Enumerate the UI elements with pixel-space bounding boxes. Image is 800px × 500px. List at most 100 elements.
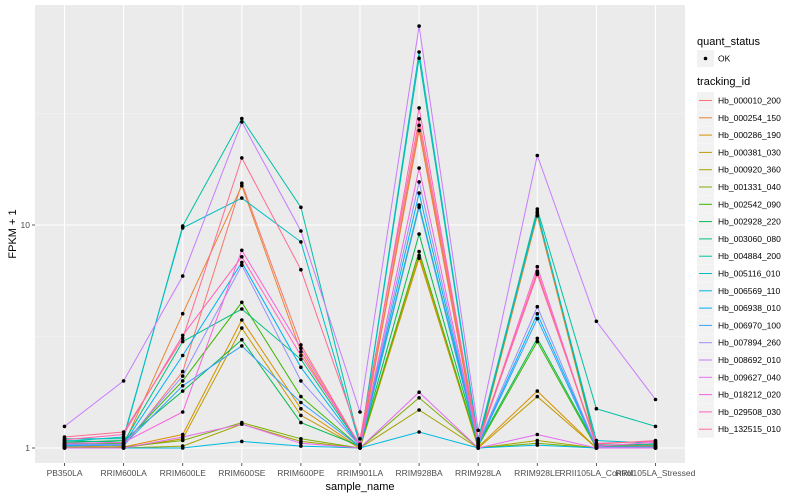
data-point [358, 437, 362, 441]
data-point [180, 438, 185, 443]
legend-label: Hb_002928_220 [718, 217, 781, 227]
x-tick-label: RRIM600PE [277, 468, 325, 478]
data-point [535, 339, 540, 344]
legend-label: Hb_006569_110 [718, 286, 781, 296]
legend-label: Hb_000010_200 [718, 96, 781, 106]
legend-entries: Hb_000010_200 Hb_000254_150 Hb_000286_190 H… [697, 92, 781, 438]
data-point [180, 384, 185, 388]
data-point [653, 446, 658, 450]
data-point [653, 424, 658, 429]
data-point [240, 344, 244, 348]
data-point [240, 263, 244, 268]
data-point [417, 205, 421, 210]
data-point [417, 56, 421, 60]
data-point [299, 400, 303, 405]
data-point [535, 207, 540, 211]
legend-label-ok: OK [718, 54, 731, 64]
data-point [535, 304, 540, 309]
legend-label: Hb_005116_010 [718, 269, 781, 279]
x-tick-label: RRIM901LA [337, 468, 384, 478]
x-tick-label: RRIM600LA [100, 468, 147, 478]
data-point [653, 397, 658, 402]
data-point [417, 253, 421, 258]
data-point [417, 50, 421, 54]
data-point [299, 406, 303, 411]
data-point [535, 394, 540, 399]
y-tick-label: 1 [25, 443, 30, 453]
data-point [417, 166, 421, 170]
data-point [180, 389, 185, 393]
data-point [299, 229, 303, 233]
data-point [299, 353, 303, 358]
legend-label: Hb_001331_040 [718, 182, 781, 192]
data-point [535, 271, 540, 275]
data-point [180, 379, 185, 383]
data-point [535, 316, 540, 321]
data-point [240, 120, 244, 124]
data-point [299, 267, 303, 272]
data-point [240, 248, 244, 253]
legend-label: Hb_018212_020 [718, 390, 781, 400]
data-point [240, 307, 244, 311]
data-point [240, 300, 244, 305]
data-point [180, 446, 185, 450]
series-points [62, 24, 658, 450]
x-tick-label: PB350LA [47, 468, 83, 478]
data-point [299, 346, 303, 351]
data-point [121, 430, 126, 434]
data-point [180, 336, 185, 341]
data-point [594, 438, 599, 443]
data-point [62, 424, 67, 429]
data-point [299, 413, 303, 418]
legend-label: Hb_007894_260 [718, 338, 781, 348]
data-point [417, 408, 421, 412]
legend-label: Hb_006938_010 [718, 303, 781, 313]
data-point [535, 214, 540, 218]
legend-label: Hb_004884_200 [718, 251, 781, 261]
data-point [180, 410, 185, 414]
data-point [417, 106, 421, 110]
data-point [594, 406, 599, 411]
data-point [180, 432, 185, 437]
data-point [180, 353, 185, 358]
legend-label: Hb_029508_030 [718, 407, 781, 417]
data-point [476, 428, 481, 433]
legend: quant_status OK tracking_id Hb_000010_20… [697, 36, 781, 438]
x-tick-label: RRIM928LE [514, 468, 561, 478]
data-point [535, 311, 540, 316]
data-point [240, 337, 244, 342]
data-point [358, 410, 362, 414]
data-point [121, 435, 126, 439]
data-point [180, 226, 185, 230]
legend-label: Hb_132515_010 [718, 424, 781, 434]
data-point [180, 369, 185, 374]
data-point [417, 232, 421, 236]
legend-key-ok-point [703, 56, 708, 61]
legend-label: Hb_000254_150 [718, 113, 781, 123]
data-point [62, 441, 67, 446]
data-point [535, 153, 540, 158]
data-point [180, 274, 185, 278]
x-tick-label: RRIM928BA [395, 468, 443, 478]
data-point [299, 205, 303, 210]
data-point [240, 260, 244, 265]
data-point [121, 379, 126, 383]
data-point [417, 117, 421, 121]
legend-label: Hb_000920_360 [718, 165, 781, 175]
data-point [299, 441, 303, 446]
x-axis: PB350LA RRIM600LA RRIM600LE RRIM600SE RRIM60… [47, 463, 696, 478]
data-point [417, 390, 421, 395]
data-point [535, 211, 540, 215]
x-tick-label: RRII105LA_Stressed [616, 468, 696, 478]
data-point [535, 443, 540, 447]
data-point [240, 156, 244, 160]
legend-label: Hb_003060_080 [718, 234, 781, 244]
legend-title-tracking-id: tracking_id [697, 76, 750, 88]
data-point [476, 446, 481, 450]
data-point [417, 123, 421, 128]
data-point [240, 318, 244, 322]
data-point [535, 438, 540, 443]
data-point [180, 374, 185, 378]
data-point [180, 435, 185, 439]
